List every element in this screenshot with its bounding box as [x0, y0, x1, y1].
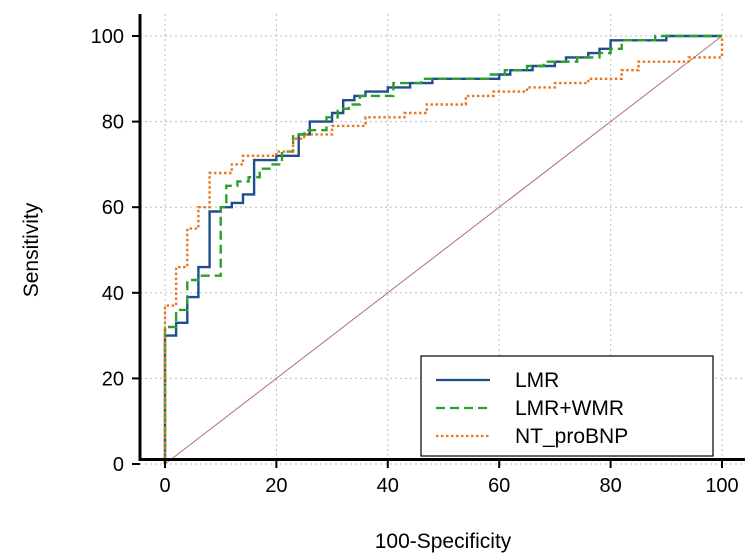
reference-diagonal-line [164, 35, 723, 465]
y-tick-label: 80 [102, 112, 124, 134]
legend-label: LMR [515, 369, 559, 392]
legend: LMR LMR+WMR NT_proBNP [420, 355, 714, 457]
x-axis-title: 100-Specificity [375, 530, 512, 553]
legend-label: NT_proBNP [515, 425, 628, 448]
x-tick-label: 40 [377, 475, 399, 497]
x-tick-label: 20 [265, 475, 287, 497]
y-tick-label: 20 [102, 368, 124, 390]
y-axis-title: Sensitivity [20, 202, 43, 297]
tick-labels: 0 20 40 60 80 100 0 20 40 60 80 100 [91, 26, 739, 497]
x-tick-label: 80 [599, 475, 621, 497]
legend-box [420, 355, 714, 457]
series-line-lmr-wmr [163, 34, 722, 464]
axes [138, 14, 745, 461]
x-tick-label: 0 [159, 475, 170, 497]
x-tick-label: 100 [705, 475, 738, 497]
x-tick-label: 60 [488, 475, 510, 497]
series-line-lmr [163, 34, 722, 464]
y-tick-label: 40 [102, 283, 124, 305]
y-tick-label: 60 [102, 197, 124, 219]
legend-label: LMR+WMR [515, 397, 624, 420]
y-tick-label: 100 [91, 26, 124, 48]
series-group [163, 34, 724, 464]
series-line-nt-probnp [163, 36, 724, 464]
y-tick-label: 0 [113, 454, 124, 476]
